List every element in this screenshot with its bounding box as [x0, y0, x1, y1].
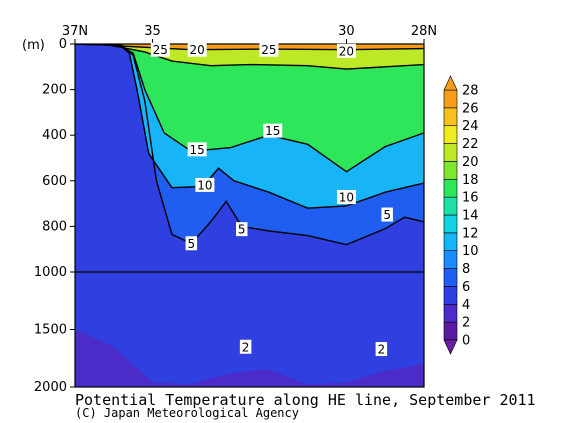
colorbar-label: 18 [462, 173, 479, 188]
colorbar-label: 28 [462, 84, 479, 99]
contour-label: 10 [197, 178, 212, 192]
contour-label-bg [263, 123, 283, 138]
colorbar-segment [443, 214, 458, 234]
colorbar-label: 8 [462, 262, 470, 277]
contour-label-bg [239, 339, 252, 354]
colorbar-label: 0 [462, 334, 470, 349]
colorbar-segment [443, 89, 458, 109]
colorbar-label: 20 [462, 155, 479, 170]
contour-label: 5 [188, 237, 196, 251]
colorbar-segment [443, 143, 458, 162]
isotherm-15 [75, 44, 424, 173]
isotherm-20 [75, 44, 424, 70]
contour-label: 15 [190, 143, 205, 157]
x-tick-label: 30 [338, 24, 355, 39]
y-axis-unit-label: (m) [22, 38, 45, 53]
fill-band-above-15 [75, 44, 424, 172]
y-tick-label: 400 [42, 128, 67, 143]
y-axis: (m) 0 200 400 600 800 1000 1500 2000 [22, 37, 75, 395]
colorbar-label: 4 [462, 298, 470, 313]
contour-label: 2 [378, 343, 386, 357]
y-tick-label: 0 [59, 37, 67, 52]
credit-line: (C) Japan Meteorological Agency [75, 406, 299, 420]
colorbar-label: 2 [462, 316, 470, 331]
colorbar-label: 10 [462, 244, 479, 259]
isotherm-10 [75, 44, 424, 209]
x-tick-label: 35 [144, 24, 161, 39]
y-tick-label: 200 [42, 83, 67, 98]
colorbar-segment [443, 286, 458, 305]
contour-labels: 25 20 25 20 15 15 10 10 5 5 5 2 2 [150, 42, 393, 357]
colorbar-extend-top [443, 75, 458, 91]
colorbar-extend-bottom [443, 339, 458, 355]
colorbar-label: 26 [462, 101, 479, 116]
contour-label: 10 [339, 190, 354, 204]
contour-label-bg [259, 42, 279, 57]
colorbar-segment [443, 232, 458, 252]
isotherm-5 [75, 44, 424, 246]
y-tick-label: 1500 [34, 323, 67, 338]
colorbar-segment [443, 125, 458, 144]
contour-label-bg [187, 42, 207, 57]
y-tick-label: 1000 [34, 265, 67, 280]
colorbar-label: 12 [462, 226, 479, 241]
contour-label-bg [375, 342, 388, 357]
fill-band-2-to-4 [75, 329, 424, 387]
contour-label-bg [195, 177, 215, 192]
contour-label: 25 [153, 43, 168, 57]
contour-label-bg [150, 42, 170, 57]
chart-caption: Potential Temperature along HE line, Sep… [75, 391, 536, 409]
plot-area [75, 44, 424, 387]
y-tick-label: 2000 [34, 380, 67, 395]
plot-frame [74, 43, 425, 388]
contour-label: 5 [238, 223, 246, 237]
temperature-fill-layers [75, 44, 424, 387]
colorbar-segment [443, 250, 458, 269]
colorbar-segment [443, 178, 458, 198]
colorbar-segment [443, 161, 458, 180]
colorbar-segment [443, 303, 458, 323]
x-tick-label: 28N [411, 24, 437, 39]
colorbar-segment [443, 268, 458, 287]
x-axis: 37N 35 30 28N [62, 24, 437, 44]
contour-label-bg [336, 43, 356, 58]
contour-label-bg [187, 142, 207, 157]
contour-label: 2 [242, 340, 250, 354]
colorbar-label: 6 [462, 280, 470, 295]
colorbar-label: 16 [462, 191, 479, 206]
colorbar-label: 22 [462, 137, 479, 152]
contour-label-bg [185, 236, 198, 251]
colorbar-segment [443, 107, 458, 127]
colorbar-label: 14 [462, 209, 479, 224]
contour-label: 15 [265, 124, 280, 138]
y-tick-label: 800 [42, 219, 67, 234]
colorbar-label: 24 [462, 119, 479, 134]
contour-label: 5 [383, 208, 391, 222]
contour-label-bg [235, 222, 248, 237]
x-tick-label: 37N [62, 24, 88, 39]
contour-label: 20 [339, 44, 354, 58]
y-tick-label: 600 [42, 174, 67, 189]
colorbar-segment [443, 321, 458, 341]
contour-label-bg [381, 207, 393, 222]
contour-label: 20 [190, 43, 205, 57]
contour-label-bg [336, 189, 356, 204]
contour-label: 25 [261, 43, 276, 57]
colorbar-segment [443, 196, 458, 216]
